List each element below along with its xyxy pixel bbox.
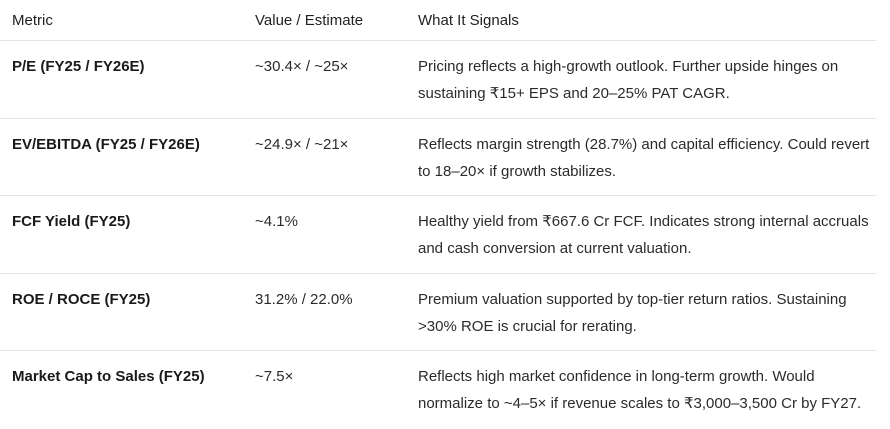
- metric-cell: FCF Yield (FY25): [12, 213, 131, 230]
- value-cell: ~24.9× / ~21×: [255, 135, 349, 153]
- signal-cell: Pricing reflects a high-growth outlook. …: [418, 58, 839, 102]
- table-header-row: Metric Value / Estimate What It Signals: [0, 0, 876, 41]
- signal-cell: Healthy yield from ₹667.6 Cr FCF. Indica…: [418, 213, 869, 257]
- metric-cell: ROE / ROCE (FY25): [12, 290, 151, 308]
- header-value: Value / Estimate: [255, 12, 364, 29]
- metric-cell: EV/EBITDA (FY25 / FY26E): [12, 135, 200, 153]
- value-cell: ~30.4× / ~25×: [255, 58, 349, 75]
- table-row: P/E (FY25 / FY26E) ~30.4× / ~25× Pricing…: [0, 41, 876, 119]
- table-row: FCF Yield (FY25) ~4.1% Healthy yield fro…: [0, 196, 876, 274]
- header-signal: What It Signals: [418, 12, 519, 29]
- header-metric: Metric: [12, 12, 53, 29]
- value-cell: ~7.5×: [255, 368, 294, 385]
- value-cell: ~4.1%: [255, 213, 298, 230]
- value-cell: 31.2% / 22.0%: [255, 290, 353, 308]
- signal-cell: Reflects margin strength (28.7%) and cap…: [418, 135, 870, 180]
- signal-cell: Premium valuation supported by top-tier …: [418, 290, 847, 335]
- metric-cell: P/E (FY25 / FY26E): [12, 58, 145, 75]
- table-row: ROE / ROCE (FY25) 31.2% / 22.0% Premium …: [0, 274, 876, 351]
- metric-cell: Market Cap to Sales (FY25): [12, 368, 205, 385]
- table-row: Market Cap to Sales (FY25) ~7.5× Reflect…: [0, 351, 876, 429]
- table-row: EV/EBITDA (FY25 / FY26E) ~24.9× / ~21× R…: [0, 119, 876, 196]
- signal-cell: Reflects high market confidence in long-…: [418, 368, 862, 412]
